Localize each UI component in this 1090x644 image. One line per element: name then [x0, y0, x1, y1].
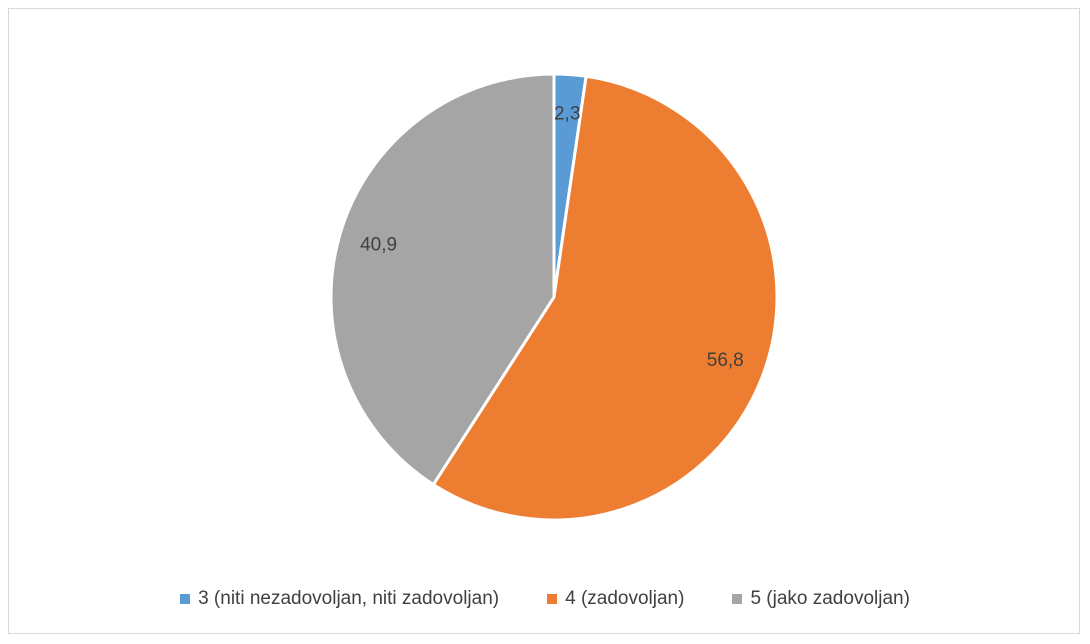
- legend-label: 3 (niti nezadovoljan, niti zadovoljan): [198, 588, 500, 609]
- legend: 3 (niti nezadovoljan, niti zadovoljan) 4 …: [0, 588, 1090, 610]
- legend-item-1[interactable]: 3 (niti nezadovoljan, niti zadovoljan): [180, 588, 499, 610]
- data-label-1: 2,3: [554, 104, 580, 125]
- legend-swatch: [180, 594, 191, 604]
- legend-label: 5 (jako zadovoljan): [750, 588, 910, 609]
- legend-label: 4 (zadovoljan): [565, 588, 685, 609]
- legend-swatch: [732, 594, 743, 604]
- data-label-3: 40,9: [360, 234, 397, 255]
- pie-slice-2[interactable]: [431, 74, 779, 522]
- pie-slice-3[interactable]: [329, 72, 556, 487]
- data-label-2: 56,8: [707, 350, 744, 371]
- legend-item-3[interactable]: 5 (jako zadovoljan): [732, 588, 910, 610]
- legend-item-2[interactable]: 4 (zadovoljan): [547, 588, 684, 610]
- legend-swatch: [547, 594, 558, 604]
- pie-data-labels: 2,3 56,8 40,9: [360, 104, 744, 371]
- pie-slices: [329, 72, 779, 522]
